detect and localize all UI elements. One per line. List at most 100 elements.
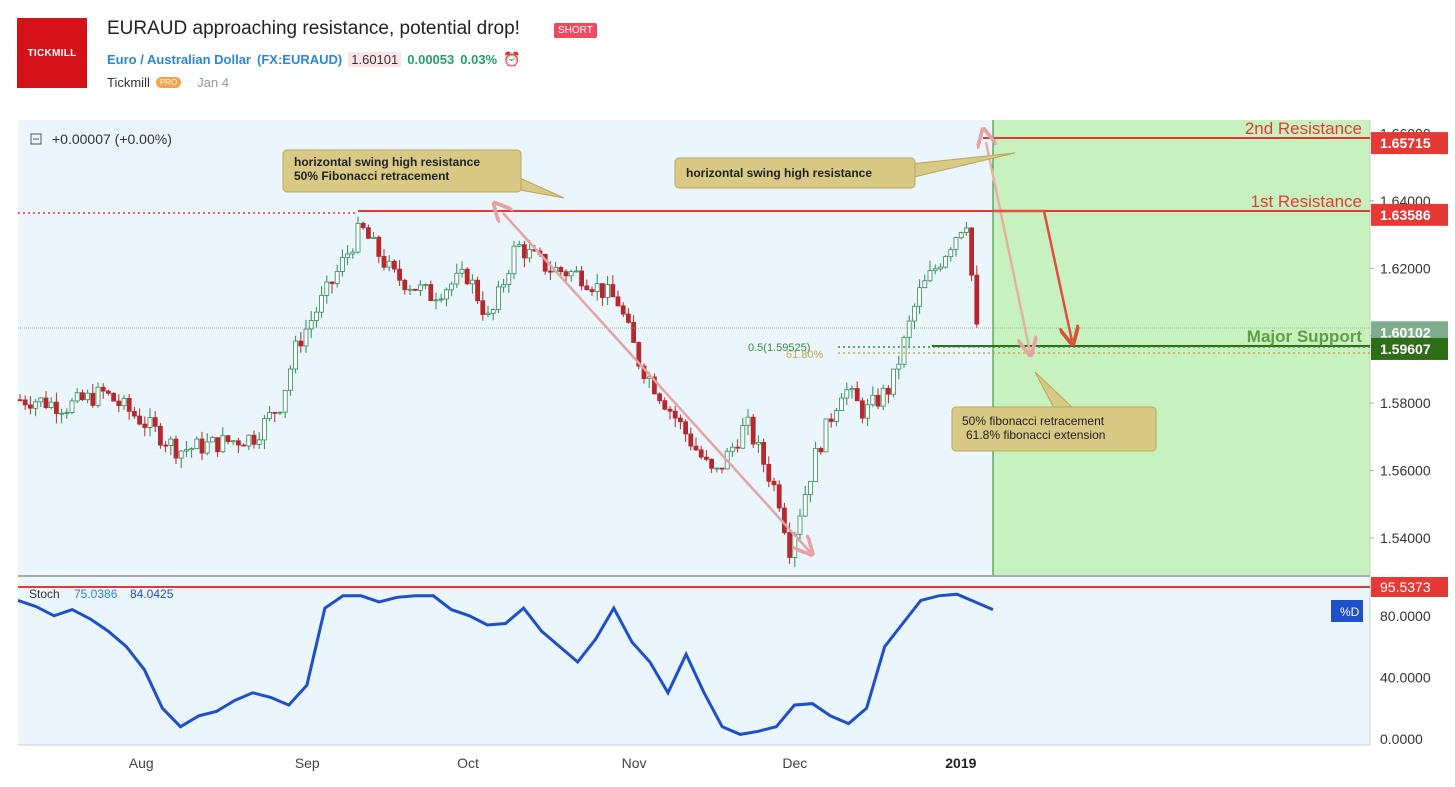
candle-body bbox=[293, 340, 299, 370]
idea-title: EURAUD approaching resistance, potential… bbox=[107, 18, 520, 39]
candle-body bbox=[683, 421, 688, 435]
candle-body bbox=[932, 268, 938, 271]
candle-body bbox=[407, 288, 413, 291]
author-name[interactable]: Tickmill bbox=[107, 75, 150, 90]
time-tick-label: Nov bbox=[622, 755, 647, 771]
candle-body bbox=[917, 287, 922, 307]
candle-body bbox=[943, 256, 948, 268]
candle-body bbox=[839, 397, 844, 411]
symbol-name[interactable]: Euro / Australian Dollar bbox=[107, 52, 251, 67]
candle-body bbox=[303, 328, 309, 347]
candle-body bbox=[345, 253, 351, 259]
candle-body bbox=[568, 271, 574, 277]
candle-body bbox=[438, 298, 444, 301]
candle-body bbox=[714, 467, 720, 470]
candle-body bbox=[261, 418, 267, 441]
candle-body bbox=[719, 467, 725, 470]
candle-body bbox=[808, 481, 813, 495]
price-tick-label: 1.58000 bbox=[1380, 395, 1431, 411]
candle-body bbox=[964, 227, 969, 233]
candle-body bbox=[355, 222, 361, 253]
collapse-square-icon[interactable] bbox=[30, 133, 42, 145]
candle-body bbox=[397, 268, 403, 281]
candle-body bbox=[802, 494, 808, 517]
candle-body bbox=[818, 447, 824, 453]
candle-body bbox=[761, 442, 766, 465]
candle-body bbox=[287, 368, 293, 391]
candle-body bbox=[298, 340, 304, 347]
candle-body bbox=[137, 415, 143, 425]
candle-body bbox=[131, 411, 137, 417]
candle-body bbox=[974, 274, 980, 325]
tickmill-logo[interactable]: TICKMILL bbox=[17, 18, 87, 88]
candle-body bbox=[854, 388, 860, 402]
callout-right-line1: 50% fibonacci retracement bbox=[962, 414, 1105, 428]
candle-body bbox=[938, 266, 943, 270]
candle-body bbox=[678, 417, 683, 423]
candle-body bbox=[173, 438, 179, 459]
candle-body bbox=[563, 271, 569, 277]
candle-body bbox=[828, 418, 834, 422]
candle-body bbox=[953, 237, 959, 251]
candle-body bbox=[157, 425, 163, 446]
callout-right-box bbox=[951, 406, 1157, 452]
callout-right: 50% fibonacci retracement 61.8% fibonacc… bbox=[951, 371, 1157, 452]
candle-body bbox=[54, 401, 59, 414]
time-tick-label: Sep bbox=[295, 755, 320, 771]
candle-body bbox=[402, 279, 408, 291]
candle-body bbox=[449, 283, 455, 291]
time-axis[interactable]: Aug Sep Oct Nov Dec 2019 bbox=[129, 755, 977, 771]
candle-body bbox=[584, 285, 590, 291]
candle-body bbox=[277, 411, 283, 414]
candle-body bbox=[22, 399, 28, 406]
alarm-clock-icon[interactable]: ⏰ bbox=[503, 51, 521, 67]
candle-body bbox=[121, 397, 127, 407]
callout-left: horizontal swing high resistance 50% Fib… bbox=[282, 149, 565, 199]
callout-left-box bbox=[282, 149, 522, 193]
candle-body bbox=[183, 449, 189, 452]
candle-body bbox=[969, 227, 974, 276]
price-label-text: 1.63586 bbox=[1380, 207, 1431, 223]
stoch-tick-label: 40.0000 bbox=[1380, 669, 1431, 685]
candle-body bbox=[844, 389, 850, 399]
candle-body bbox=[579, 270, 584, 287]
symbol-open-paren: ( bbox=[257, 52, 262, 67]
candle-body bbox=[906, 320, 912, 338]
support-label: Major Support bbox=[1247, 327, 1363, 346]
candle-body bbox=[958, 232, 964, 239]
time-tick-label: 2019 bbox=[945, 755, 976, 771]
candle-body bbox=[43, 397, 49, 408]
candle-body bbox=[735, 446, 740, 449]
candle-body bbox=[324, 281, 330, 296]
candle-body bbox=[142, 423, 148, 428]
candle-body bbox=[464, 268, 470, 285]
price-tick-label: 1.62000 bbox=[1380, 260, 1431, 276]
candle-body bbox=[381, 256, 387, 268]
callout-mid-text: horizontal swing high resistance bbox=[686, 166, 872, 180]
candle-body bbox=[594, 283, 600, 293]
stoch-d-value: 84.0425 bbox=[130, 587, 174, 601]
candle-body bbox=[589, 289, 595, 293]
candle-body bbox=[334, 270, 340, 284]
candle-body bbox=[615, 296, 621, 307]
candle-body bbox=[865, 404, 870, 419]
candle-body bbox=[33, 401, 38, 409]
candle-body bbox=[880, 387, 886, 407]
candle-body bbox=[766, 463, 772, 482]
callout-left-line2: 50% Fibonacci retracement bbox=[294, 169, 449, 183]
symbol-code-wrapper[interactable]: (FX:EURAUD) bbox=[257, 52, 342, 67]
candle-body bbox=[813, 447, 818, 482]
candle-body bbox=[901, 337, 907, 365]
candle-body bbox=[823, 418, 829, 453]
candle-body bbox=[870, 394, 876, 406]
stoch-axis[interactable]: 80.0000 40.0000 0.0000 bbox=[1380, 608, 1431, 747]
candle-body bbox=[522, 244, 527, 259]
candle-body bbox=[235, 440, 241, 446]
candle-body bbox=[391, 260, 397, 270]
candle-body bbox=[178, 450, 184, 459]
last-price: 1.60101 bbox=[348, 52, 402, 67]
candle-body bbox=[126, 397, 132, 412]
candle-body bbox=[152, 417, 158, 427]
candle-body bbox=[350, 251, 356, 255]
